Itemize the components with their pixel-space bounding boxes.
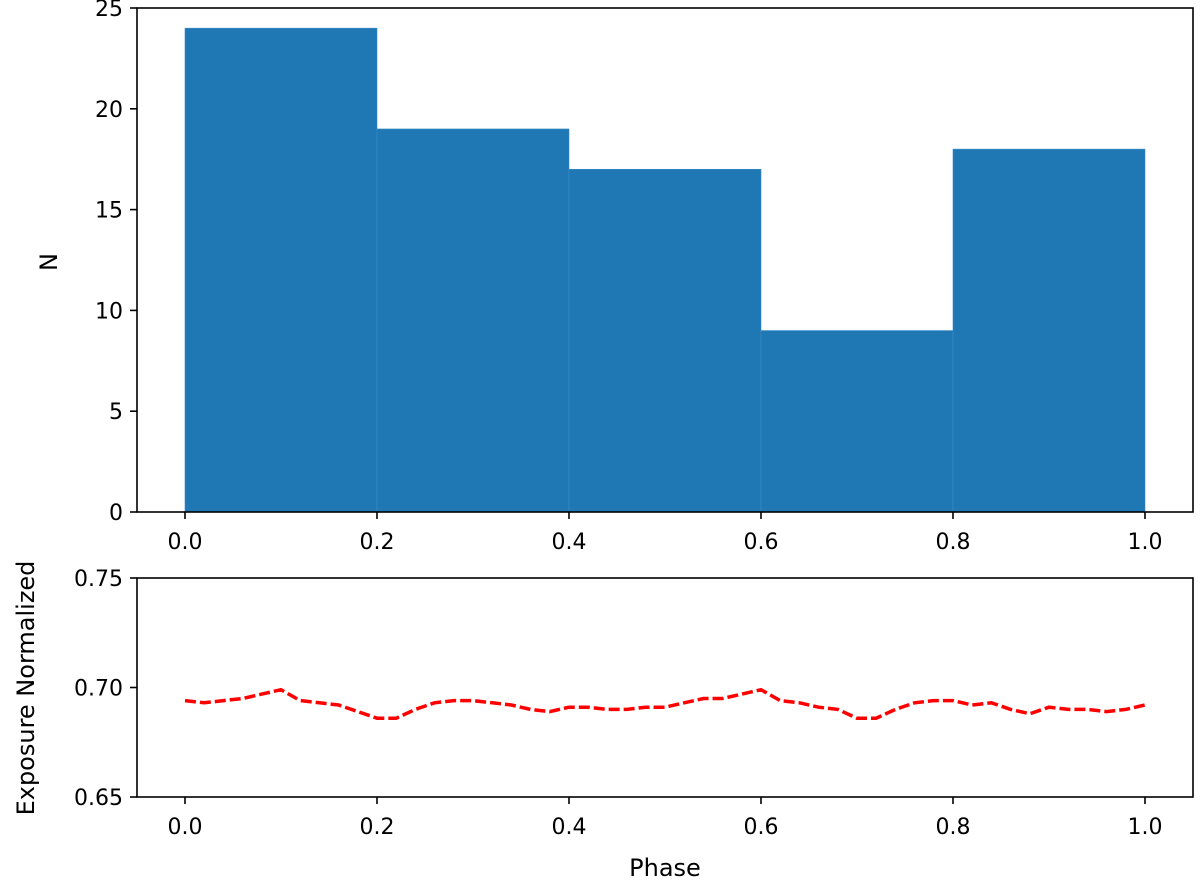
histogram-y-tick-label: 10 bbox=[95, 299, 123, 324]
exposure-x-tick-label: 1.0 bbox=[1128, 815, 1163, 840]
histogram-y-tick-label: 5 bbox=[109, 400, 123, 425]
exposure-y-axis-label: Exposure Normalized bbox=[12, 561, 40, 816]
histogram-y-tick-label: 15 bbox=[95, 199, 123, 224]
histogram-bar bbox=[376, 128, 570, 513]
exposure-y-tick-label: 0.65 bbox=[74, 786, 123, 811]
histogram-y-ticks: 0 5 10 15 20 25 bbox=[95, 0, 137, 526]
exposure-axes-frame bbox=[136, 577, 1194, 798]
histogram-y-tick-label: 20 bbox=[95, 98, 123, 123]
exposure-y-tick-label: 0.70 bbox=[74, 677, 123, 702]
exposure-x-tick-label: 0.4 bbox=[552, 815, 587, 840]
histogram-x-ticks: 0.0 0.2 0.4 0.6 0.8 1.0 bbox=[168, 512, 1163, 555]
exposure-y-tick-label: 0.75 bbox=[74, 567, 123, 592]
histogram-x-tick-label: 0.0 bbox=[168, 530, 203, 555]
histogram-x-tick-label: 0.8 bbox=[936, 530, 971, 555]
histogram-bar bbox=[952, 148, 1146, 513]
histogram-axes-frame bbox=[136, 7, 1194, 513]
histogram-bar bbox=[760, 330, 954, 513]
exposure-x-tick-label: 0.6 bbox=[744, 815, 779, 840]
histogram-x-tick-label: 0.4 bbox=[552, 530, 587, 555]
exposure-x-tick-label: 0.0 bbox=[168, 815, 203, 840]
exposure-panel: 0.0 0.2 0.4 0.6 0.8 1.0 0.65 0.70 0.75 Exposure… bbox=[12, 561, 1194, 882]
histogram-y-tick-label: 0 bbox=[109, 501, 123, 526]
histogram-x-tick-label: 0.2 bbox=[360, 530, 395, 555]
exposure-x-ticks: 0.0 0.2 0.4 0.6 0.8 1.0 bbox=[168, 797, 1163, 840]
exposure-y-ticks: 0.65 0.70 0.75 bbox=[74, 567, 137, 811]
histogram-x-tick-label: 0.6 bbox=[744, 530, 779, 555]
histogram-y-tick-label: 25 bbox=[95, 0, 123, 22]
exposure-series-line bbox=[184, 687, 1146, 720]
histogram-bars bbox=[184, 27, 1146, 513]
histogram-x-tick-label: 1.0 bbox=[1128, 530, 1163, 555]
histogram-panel: 0.0 0.2 0.4 0.6 0.8 1.0 0 5 10 15 20 25 N bbox=[35, 0, 1194, 555]
exposure-x-tick-label: 0.8 bbox=[936, 815, 971, 840]
histogram-bar bbox=[568, 168, 762, 513]
histogram-y-axis-label: N bbox=[35, 253, 63, 271]
exposure-x-tick-label: 0.2 bbox=[360, 815, 395, 840]
exposure-x-axis-label: Phase bbox=[629, 854, 701, 882]
histogram-bar bbox=[184, 27, 378, 513]
